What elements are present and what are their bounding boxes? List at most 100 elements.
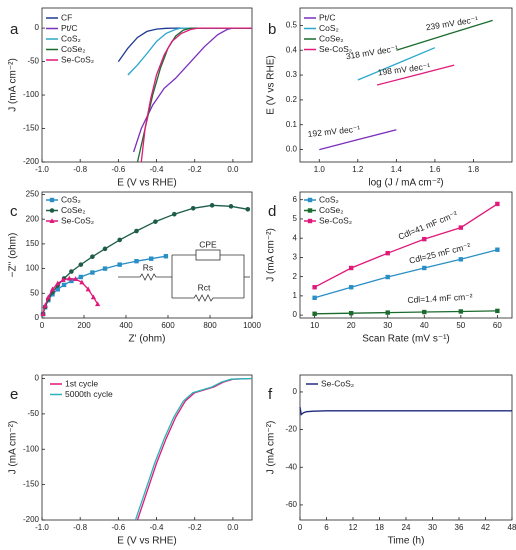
data-point (495, 247, 500, 252)
x-tick-label: -0.4 (150, 523, 164, 532)
y-tick-label: -50 (27, 57, 39, 66)
data-point (312, 295, 317, 301)
x-tick-label: 20 (347, 321, 356, 330)
x-tick-label: -0.6 (111, 523, 125, 532)
data-point (102, 246, 108, 252)
x-tick-label: 36 (455, 523, 464, 532)
y-tick-label: 250 (26, 190, 40, 199)
y-axis-label: J (mA cm⁻²) (266, 228, 277, 282)
x-tick-label: 50 (456, 321, 465, 330)
y-tick-label: 50 (30, 288, 39, 297)
series-line (136, 27, 252, 163)
x-tick-label: 48 (508, 523, 516, 532)
x-tick-label: 1.4 (391, 165, 403, 174)
legend-marker (49, 197, 55, 203)
series-line (134, 377, 253, 521)
data-point (60, 277, 66, 282)
series-line (117, 27, 252, 62)
data-point (312, 311, 317, 316)
cpe-box (195, 249, 221, 261)
series-line (299, 406, 512, 416)
y-tick-label: 0 (293, 387, 298, 396)
annotation: Rs (143, 262, 153, 272)
legend-label: Se-CoS₂ (319, 44, 352, 54)
x-axis-label: log (J / mA cm⁻²) (368, 178, 443, 189)
y-tick-label: -150 (23, 124, 40, 133)
x-tick-label: -1.0 (35, 523, 49, 532)
legend-label: Pt/C (319, 12, 336, 22)
plot-frame (299, 191, 513, 319)
data-point (458, 309, 464, 314)
x-tick-label: 400 (119, 321, 133, 330)
y-tick-label: 0.2 (286, 95, 298, 104)
x-tick-label: 6 (324, 523, 329, 532)
y-tick-label: 0.1 (286, 120, 298, 129)
x-tick-label: 1.6 (429, 165, 441, 174)
plot-frame (41, 7, 253, 163)
y-tick-label: 4 (293, 233, 298, 242)
data-point (228, 204, 234, 209)
data-point (49, 286, 56, 292)
data-point (245, 206, 251, 212)
y-tick-label: 0.3 (286, 70, 298, 79)
series-line (396, 19, 493, 51)
x-tick-label: 0.0 (227, 165, 239, 174)
x-tick-label: 1000 (243, 321, 261, 330)
data-point (190, 206, 196, 211)
x-tick-label: 40 (420, 321, 429, 330)
data-point (149, 256, 154, 261)
y-tick-label: 5 (293, 214, 298, 223)
legend-marker (49, 218, 55, 223)
y-axis-label: J (mA cm⁻²) (8, 58, 19, 112)
x-tick-label: 24 (402, 523, 411, 532)
x-tick-label: 0 (40, 321, 45, 330)
x-tick-label: -0.2 (188, 523, 202, 532)
data-point (422, 236, 427, 242)
annotation: 192 mV dec⁻¹ (307, 124, 361, 139)
legend-marker (307, 197, 313, 203)
data-point (55, 287, 60, 292)
x-axis-label: E (V vs RHE) (117, 178, 176, 189)
x-tick-label: 200 (77, 321, 91, 330)
y-tick-label: -150 (23, 480, 40, 489)
series-line (319, 129, 397, 151)
annotation: 318 mV dec⁻¹ (345, 43, 399, 61)
legend-marker (307, 218, 313, 224)
y-tick-label: -40 (285, 462, 297, 471)
data-point (85, 286, 91, 292)
data-point (66, 275, 72, 281)
x-tick-label: 18 (375, 523, 384, 532)
data-point (495, 201, 500, 207)
y-tick-label: -100 (23, 90, 40, 99)
data-point (385, 274, 390, 280)
x-tick-label: -0.2 (188, 165, 202, 174)
circuit-inset (118, 249, 250, 302)
legend-label: CoS₂ (61, 194, 81, 204)
data-point (134, 228, 139, 234)
data-point (458, 225, 464, 230)
series-line (314, 249, 498, 299)
y-tick-label: 0.0 (286, 145, 298, 154)
panel-label: e (10, 386, 18, 403)
x-tick-label: -1.0 (35, 165, 49, 174)
y-axis-label: J (mA cm⁻²) (266, 421, 277, 475)
series-line (357, 47, 436, 81)
plot-frame (299, 374, 513, 521)
legend-label: 5000th cycle (65, 389, 113, 399)
y-tick-label: 0.5 (286, 20, 298, 29)
wire (172, 294, 244, 302)
y-axis-label: −Z'' (ohm) (8, 233, 19, 278)
legend-label: CoSe₂ (61, 205, 86, 215)
plot-frame (41, 374, 253, 521)
legend-label: CoSe₂ (319, 205, 344, 215)
panel-label: a (10, 21, 19, 38)
data-point (348, 285, 354, 290)
y-tick-label: -50 (27, 409, 39, 418)
legend-label: Se-CoS₂ (319, 215, 352, 225)
annotation: 239 mV dec⁻¹ (425, 14, 479, 32)
data-point (79, 279, 85, 285)
data-point (102, 266, 108, 271)
x-tick-label: 30 (383, 321, 392, 330)
y-tick-label: 3 (293, 253, 298, 262)
annotation: Cdl=25 mF cm⁻² (408, 241, 472, 266)
